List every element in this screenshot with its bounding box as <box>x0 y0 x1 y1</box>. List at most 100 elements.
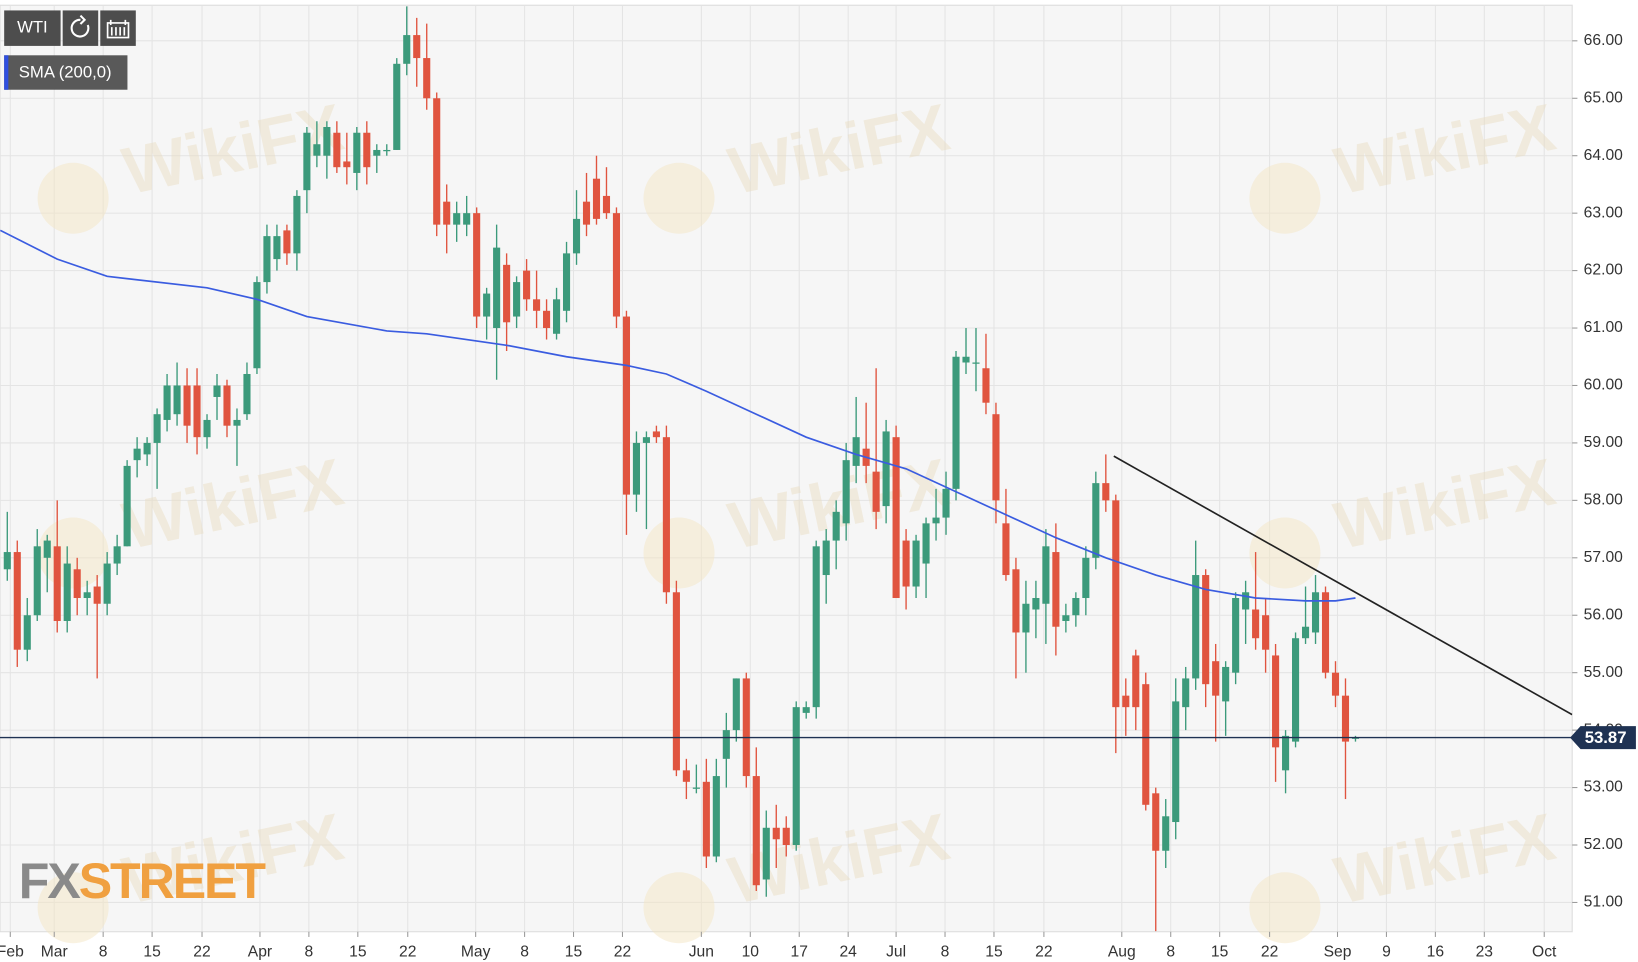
brand-name: STREET <box>79 853 267 909</box>
candle-body <box>622 316 631 495</box>
x-tick-label: 22 <box>1261 944 1278 961</box>
candle-body <box>1212 661 1220 696</box>
candle-body <box>782 827 790 846</box>
candle-body <box>1062 615 1070 621</box>
watermark-logo <box>37 162 109 234</box>
indicator-button[interactable] <box>4 55 128 90</box>
candle-body <box>183 385 191 426</box>
candle-body <box>792 707 800 846</box>
x-tick-label: 23 <box>1476 944 1494 961</box>
x-tick-label: 8 <box>520 944 529 961</box>
candle-body <box>652 431 660 438</box>
candle-body <box>103 563 111 604</box>
candle-body <box>1331 672 1340 696</box>
candle-body <box>373 149 381 156</box>
x-tick-label: May <box>461 944 491 961</box>
candle-body <box>3 552 11 570</box>
y-tick-label: 58.00 <box>1584 492 1623 509</box>
candle-body <box>393 63 401 150</box>
candle-body <box>13 552 21 650</box>
candle-body <box>123 465 131 547</box>
candle-body <box>752 776 760 886</box>
candle-body <box>1072 598 1080 616</box>
y-tick-label: 62.00 <box>1584 262 1623 279</box>
candle-body <box>273 236 281 260</box>
calendar-icon <box>106 19 130 39</box>
candle-body <box>812 546 820 708</box>
candle-body <box>582 201 591 225</box>
y-tick-label: 56.00 <box>1584 606 1623 623</box>
candle-body <box>1182 678 1190 708</box>
candle-body <box>143 442 151 455</box>
candle-body <box>343 161 351 168</box>
candle-body <box>952 356 960 489</box>
candle-body <box>1142 684 1150 805</box>
candle-body <box>962 356 970 363</box>
candle-body <box>1012 569 1020 633</box>
x-tick-label: 22 <box>193 944 210 961</box>
last-price-tag <box>1570 726 1636 750</box>
candle-body <box>73 569 81 599</box>
x-tick-label: 16 <box>1427 944 1445 961</box>
candle-body <box>822 540 830 576</box>
candle-body <box>632 442 640 495</box>
candle-body <box>263 236 271 283</box>
candle-body <box>483 293 491 317</box>
candle-body <box>932 517 940 524</box>
candle-body <box>912 540 920 587</box>
sma-line <box>0 229 1356 602</box>
candle-body <box>972 362 980 364</box>
candle-body <box>992 414 1000 501</box>
y-tick-label: 65.00 <box>1584 89 1623 106</box>
candle-body <box>363 132 371 168</box>
y-tick-label: 57.00 <box>1584 549 1623 566</box>
candle-body <box>662 437 670 593</box>
x-tick-label: 22 <box>399 944 416 961</box>
x-tick-label: 15 <box>349 944 367 961</box>
toolbar: WTI SMA (200,0) <box>4 10 136 90</box>
candle-body <box>153 414 161 443</box>
candle-body <box>612 213 621 317</box>
x-tick-label: 15 <box>143 944 161 961</box>
candle-body <box>872 471 880 512</box>
candle-body <box>1321 592 1330 673</box>
x-tick-label: Aug <box>1108 944 1136 961</box>
refresh-icon <box>70 14 90 38</box>
x-tick-label: 22 <box>614 944 631 961</box>
calendar-button[interactable] <box>100 10 136 46</box>
candle-body <box>403 35 411 64</box>
candle-body <box>313 144 321 156</box>
candle-body <box>453 213 461 225</box>
candle-body <box>553 299 561 334</box>
candle-body <box>602 195 611 214</box>
candle-body <box>443 201 451 225</box>
candle-body <box>1222 666 1230 702</box>
candle-body <box>1052 552 1060 627</box>
axes: 51.0052.0053.0054.0055.0056.0057.0058.00… <box>0 32 1636 961</box>
candle-body <box>1341 695 1350 742</box>
candle-body <box>892 437 900 599</box>
indicator-label: SMA (200,0) <box>19 62 112 81</box>
y-tick-label: 63.00 <box>1584 204 1623 221</box>
trend-line <box>1113 455 1573 716</box>
x-tick-label: 8 <box>941 944 950 961</box>
x-tick-label: Sep <box>1324 944 1352 961</box>
candle-body <box>1102 483 1110 501</box>
candle-body <box>1272 655 1280 748</box>
x-tick-label: 8 <box>99 944 108 961</box>
candle-body <box>572 218 581 254</box>
y-tick-label: 52.00 <box>1584 836 1623 853</box>
candle-body <box>353 132 361 173</box>
watermark-logo <box>1249 872 1321 944</box>
candle-body <box>702 781 710 857</box>
candle-body <box>413 35 421 59</box>
symbol-button[interactable] <box>4 10 61 46</box>
candle-body <box>203 419 211 438</box>
candle-body <box>43 540 51 558</box>
candle-body <box>1092 483 1100 558</box>
candle-body <box>1311 592 1320 633</box>
candle-body <box>193 385 201 438</box>
y-tick-label: 66.00 <box>1584 32 1623 49</box>
y-tick-label: 60.00 <box>1584 377 1623 394</box>
x-tick-label: 8 <box>1166 944 1175 961</box>
